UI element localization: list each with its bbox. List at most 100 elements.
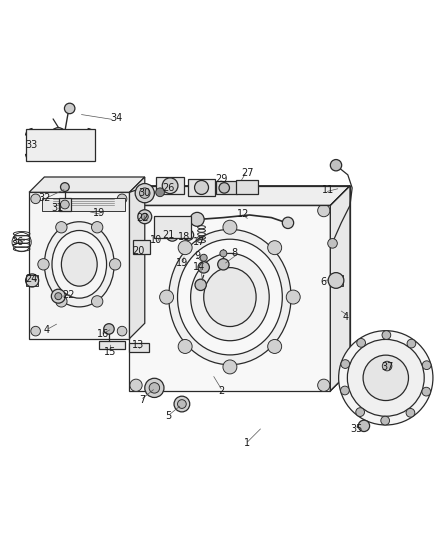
Polygon shape bbox=[330, 185, 350, 391]
Text: 20: 20 bbox=[132, 246, 145, 256]
Text: 34: 34 bbox=[110, 113, 123, 123]
Ellipse shape bbox=[61, 243, 97, 286]
Circle shape bbox=[330, 159, 342, 171]
Text: 22: 22 bbox=[62, 290, 74, 300]
Circle shape bbox=[149, 383, 159, 393]
Bar bbox=[53, 130, 64, 140]
Text: 26: 26 bbox=[162, 183, 175, 193]
Circle shape bbox=[340, 386, 349, 395]
Circle shape bbox=[38, 259, 49, 270]
Text: 4: 4 bbox=[43, 325, 49, 335]
Circle shape bbox=[223, 220, 237, 234]
Text: 18: 18 bbox=[178, 232, 190, 242]
Circle shape bbox=[268, 340, 282, 353]
Circle shape bbox=[92, 222, 103, 233]
Circle shape bbox=[190, 212, 204, 227]
Circle shape bbox=[31, 326, 40, 336]
Circle shape bbox=[363, 355, 409, 400]
Text: 22: 22 bbox=[136, 213, 149, 223]
Text: 36: 36 bbox=[11, 237, 23, 247]
Circle shape bbox=[218, 259, 229, 270]
Text: 19: 19 bbox=[176, 258, 188, 268]
Text: 7: 7 bbox=[139, 394, 146, 405]
Circle shape bbox=[56, 296, 67, 307]
Circle shape bbox=[140, 188, 150, 198]
Ellipse shape bbox=[44, 222, 114, 307]
Text: 17: 17 bbox=[193, 238, 205, 247]
Text: 19: 19 bbox=[93, 208, 105, 218]
Text: 4: 4 bbox=[343, 312, 349, 322]
Ellipse shape bbox=[204, 268, 256, 327]
Circle shape bbox=[55, 293, 62, 300]
Circle shape bbox=[138, 210, 152, 224]
Circle shape bbox=[195, 279, 206, 290]
Circle shape bbox=[407, 339, 416, 348]
Circle shape bbox=[358, 420, 370, 432]
Bar bbox=[215, 181, 237, 195]
Circle shape bbox=[117, 194, 127, 204]
Bar bbox=[26, 275, 38, 286]
Circle shape bbox=[137, 243, 146, 252]
Ellipse shape bbox=[191, 253, 269, 341]
Circle shape bbox=[178, 340, 192, 353]
Text: 2: 2 bbox=[218, 386, 224, 396]
Circle shape bbox=[318, 205, 330, 217]
Text: 30: 30 bbox=[139, 188, 151, 198]
Circle shape bbox=[422, 387, 431, 396]
Text: 8: 8 bbox=[231, 248, 237, 259]
Polygon shape bbox=[130, 185, 350, 205]
Circle shape bbox=[220, 250, 227, 257]
Polygon shape bbox=[29, 177, 145, 192]
Circle shape bbox=[328, 272, 344, 288]
Text: 14: 14 bbox=[193, 262, 205, 271]
Text: 31: 31 bbox=[51, 203, 64, 213]
Circle shape bbox=[194, 181, 208, 195]
Text: 10: 10 bbox=[149, 235, 162, 245]
Ellipse shape bbox=[169, 229, 291, 365]
Circle shape bbox=[130, 379, 142, 391]
Circle shape bbox=[347, 340, 424, 416]
Circle shape bbox=[162, 178, 178, 193]
Circle shape bbox=[174, 396, 190, 412]
Circle shape bbox=[60, 200, 69, 209]
Text: 15: 15 bbox=[104, 346, 116, 357]
Circle shape bbox=[328, 239, 337, 248]
Text: 21: 21 bbox=[162, 230, 175, 240]
Circle shape bbox=[422, 361, 431, 369]
Bar bbox=[330, 275, 343, 286]
Circle shape bbox=[382, 361, 392, 371]
Polygon shape bbox=[29, 192, 130, 338]
Text: 11: 11 bbox=[322, 185, 334, 195]
Text: 5: 5 bbox=[166, 411, 172, 421]
Circle shape bbox=[381, 416, 389, 425]
Circle shape bbox=[268, 241, 282, 255]
Circle shape bbox=[406, 408, 415, 417]
Text: 32: 32 bbox=[38, 192, 50, 203]
Bar bbox=[153, 216, 191, 238]
Circle shape bbox=[166, 229, 178, 241]
Circle shape bbox=[283, 217, 293, 229]
Circle shape bbox=[356, 408, 364, 416]
Circle shape bbox=[357, 338, 365, 347]
Circle shape bbox=[318, 379, 330, 391]
Circle shape bbox=[135, 183, 154, 203]
Text: 37: 37 bbox=[381, 362, 393, 372]
Circle shape bbox=[177, 400, 186, 408]
Circle shape bbox=[200, 254, 207, 261]
Circle shape bbox=[60, 183, 69, 191]
Circle shape bbox=[244, 189, 249, 194]
Polygon shape bbox=[130, 177, 145, 338]
Bar bbox=[59, 198, 71, 211]
Circle shape bbox=[198, 262, 209, 273]
Circle shape bbox=[51, 289, 65, 303]
Text: 16: 16 bbox=[97, 329, 110, 339]
Polygon shape bbox=[130, 205, 330, 391]
Circle shape bbox=[31, 194, 40, 204]
Text: 27: 27 bbox=[241, 168, 254, 177]
Polygon shape bbox=[99, 341, 125, 350]
Bar bbox=[188, 179, 215, 196]
Circle shape bbox=[169, 232, 175, 238]
Circle shape bbox=[339, 330, 433, 425]
Circle shape bbox=[56, 222, 67, 233]
Circle shape bbox=[382, 330, 391, 340]
